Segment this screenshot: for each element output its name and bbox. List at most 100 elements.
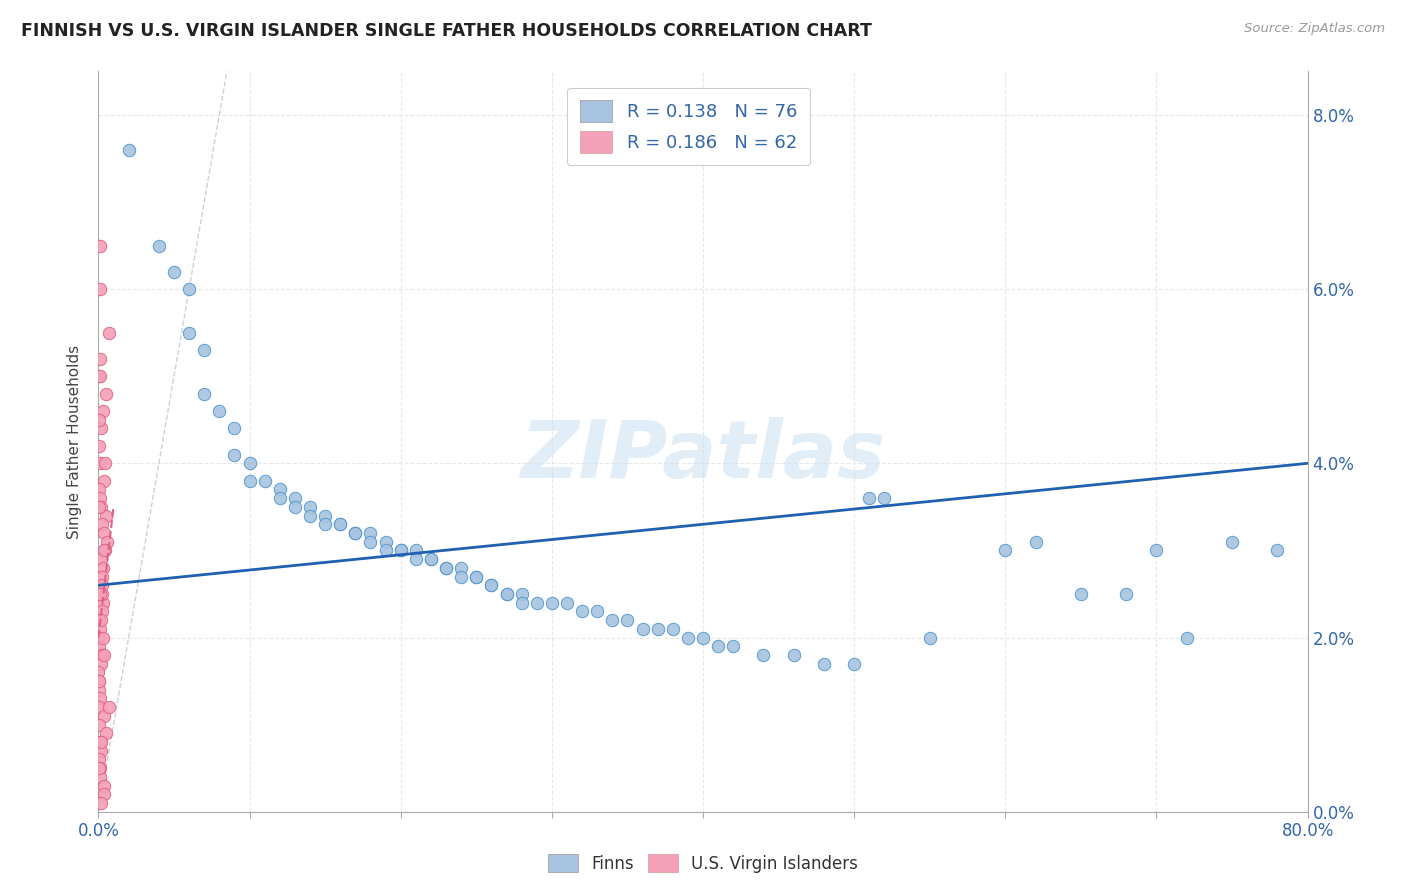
Point (87, 682, 110, 697)
Point (87, 665, 110, 680)
Point (616, 613, 638, 627)
Point (163, 265, 186, 279)
Point (314, 508, 336, 523)
Point (1115, 587, 1137, 601)
Point (1220, 534, 1243, 549)
Point (89, 500, 111, 514)
Point (96, 534, 118, 549)
Point (813, 657, 835, 671)
Point (994, 543, 1017, 558)
Point (647, 622, 669, 636)
Point (707, 639, 730, 653)
Point (89, 238, 111, 252)
Point (93, 709, 115, 723)
Point (389, 543, 412, 558)
Point (193, 386, 215, 401)
Point (91, 569, 114, 583)
Text: Source: ZipAtlas.com: Source: ZipAtlas.com (1244, 22, 1385, 36)
Point (90, 744, 112, 758)
Point (661, 622, 683, 636)
Point (89, 456, 111, 470)
Point (374, 534, 396, 549)
Point (94, 508, 117, 523)
Point (420, 552, 443, 566)
Point (510, 587, 533, 601)
Point (91, 631, 114, 645)
Point (93, 787, 115, 801)
Point (1070, 587, 1092, 601)
Point (90, 421, 112, 435)
Point (602, 613, 624, 627)
Point (631, 622, 654, 636)
Point (329, 517, 352, 532)
Point (90, 796, 112, 810)
Point (284, 491, 307, 505)
Point (89, 622, 111, 636)
Point (344, 526, 367, 541)
Point (208, 404, 231, 418)
Point (89, 770, 111, 784)
Point (89, 282, 111, 296)
Point (844, 657, 866, 671)
Point (465, 569, 488, 583)
Point (94, 456, 117, 470)
Point (540, 596, 562, 610)
Point (510, 596, 533, 610)
Legend: R = 0.138   N = 76, R = 0.186   N = 62: R = 0.138 N = 76, R = 0.186 N = 62 (567, 87, 810, 165)
Point (374, 543, 396, 558)
Point (224, 448, 246, 462)
Point (723, 639, 745, 653)
Point (481, 578, 503, 592)
Point (94, 386, 117, 401)
Point (89, 700, 111, 714)
Point (1144, 543, 1167, 558)
Point (465, 569, 488, 583)
Point (89, 483, 111, 497)
Point (90, 517, 112, 532)
Point (148, 238, 170, 252)
Point (571, 604, 593, 618)
Point (90, 604, 112, 618)
Point (94, 543, 117, 558)
Point (179, 326, 201, 340)
Point (90, 587, 112, 601)
Point (450, 569, 472, 583)
Point (94, 726, 117, 740)
Point (239, 474, 262, 488)
Point (752, 648, 775, 662)
Point (450, 561, 472, 575)
Point (481, 578, 503, 592)
Point (98, 326, 121, 340)
Text: FINNISH VS U.S. VIRGIN ISLANDER SINGLE FATHER HOUSEHOLDS CORRELATION CHART: FINNISH VS U.S. VIRGIN ISLANDER SINGLE F… (21, 22, 872, 40)
Point (93, 543, 115, 558)
Point (389, 543, 412, 558)
Point (434, 561, 457, 575)
Point (87, 761, 110, 775)
Point (329, 517, 352, 532)
Point (360, 534, 382, 549)
Point (91, 648, 114, 662)
Point (91, 404, 114, 418)
Point (405, 543, 427, 558)
Point (90, 735, 112, 749)
Point (87, 752, 110, 766)
Point (118, 143, 141, 157)
Point (434, 561, 457, 575)
Point (692, 631, 714, 645)
Point (87, 674, 110, 689)
Point (1175, 631, 1198, 645)
Point (97, 700, 120, 714)
Point (87, 613, 110, 627)
Point (87, 631, 110, 645)
Point (93, 526, 115, 541)
Point (269, 491, 291, 505)
Point (87, 674, 110, 689)
Point (93, 779, 115, 793)
Point (586, 604, 609, 618)
Point (269, 483, 291, 497)
Point (193, 343, 215, 357)
Point (314, 517, 336, 532)
Point (179, 282, 201, 296)
Point (91, 596, 114, 610)
Point (555, 596, 578, 610)
